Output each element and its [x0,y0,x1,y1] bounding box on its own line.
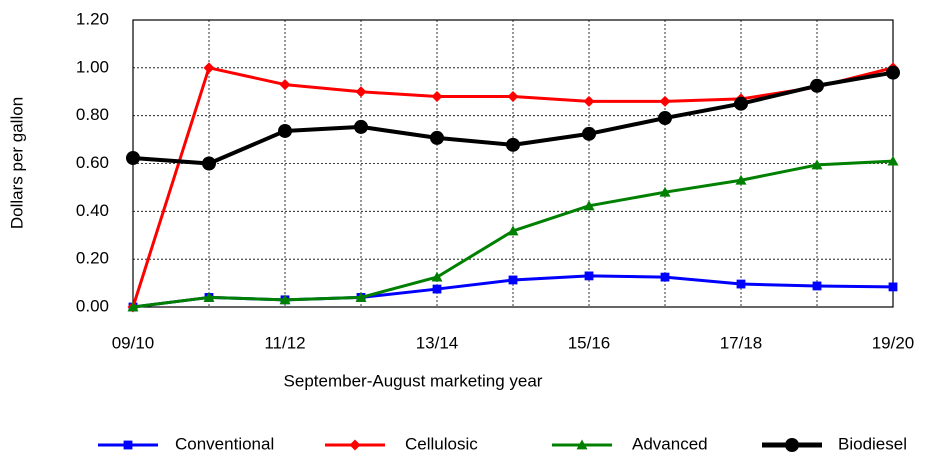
y-tick-label: 0.20 [76,249,109,268]
x-tick-label: 17/18 [720,333,763,352]
marker [785,438,799,452]
marker [507,225,519,236]
marker [355,291,367,302]
marker [734,96,748,111]
legend-label: Advanced [632,434,708,453]
marker [660,272,670,282]
marker [355,86,367,98]
marker [658,111,672,126]
marker [507,91,519,103]
y-axis-label: Dollars per gallon [7,97,26,229]
marker [431,271,443,282]
marker [354,119,368,134]
x-tick-label: 09/10 [112,333,155,352]
marker [432,284,442,294]
marker [123,440,133,450]
y-tick-label: 1.00 [76,57,109,76]
marker [659,186,671,197]
marker [583,200,595,211]
legend-label: Conventional [175,434,274,453]
marker [583,95,595,107]
marker [576,439,588,450]
marker [584,271,594,281]
marker [506,137,520,152]
marker [887,155,899,166]
x-tick-label: 19/20 [872,333,915,352]
y-tick-label: 0.00 [76,296,109,315]
marker [430,130,444,145]
marker [431,91,443,103]
x-tick-label: 13/14 [416,333,459,352]
y-tick-label: 0.60 [76,153,109,172]
marker [203,291,215,302]
x-axis-label: September-August marketing year [284,371,543,390]
x-tick-label: 15/16 [568,333,611,352]
marker [888,282,898,292]
marker [127,301,139,312]
x-tick-label: 11/12 [264,333,305,352]
marker [203,62,215,74]
marker [349,439,361,451]
marker [735,174,747,185]
marker [279,79,291,91]
marker [736,279,746,289]
y-tick-label: 0.80 [76,105,109,124]
y-tick-label: 0.40 [76,201,109,220]
series-line [131,66,894,308]
y-tick-label: 1.20 [76,9,109,28]
marker [126,150,140,165]
marker [202,156,216,171]
marker [886,65,900,80]
marker [810,78,824,93]
marker [582,126,596,141]
marker [508,275,518,285]
marker [659,95,671,107]
legend-label: Cellulosic [405,434,478,453]
marker [279,294,291,305]
legend-label: Biodiesel [838,434,907,453]
marker [278,123,292,138]
marker [811,159,823,170]
marker [812,281,822,291]
